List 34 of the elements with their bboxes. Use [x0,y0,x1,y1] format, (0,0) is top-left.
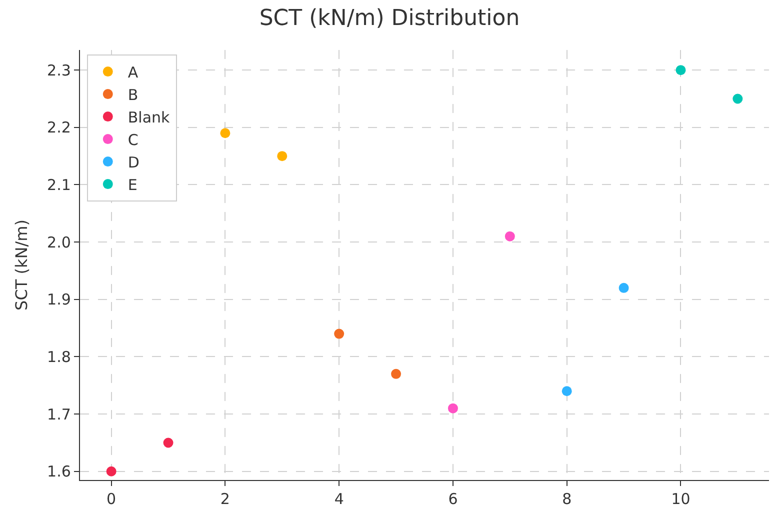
y-tick-label: 2.3 [47,61,71,80]
x-tick-label: 8 [562,490,572,508]
y-tick-label: 1.6 [47,462,71,481]
y-tick-label: 1.8 [47,348,71,366]
point [618,282,629,293]
point [277,151,288,162]
legend-label: Blank [128,108,170,126]
x-tick-label: 6 [448,490,458,508]
point [220,128,230,138]
legend-label: C [128,130,138,149]
legend-label: B [128,86,138,104]
chart-title: SCT (kN/m) Distribution [259,6,520,31]
y-axis-title: SCT (kN/m) [12,220,31,310]
legend-label: D [128,153,140,172]
y-tick-label: 1.7 [47,405,71,424]
point [676,65,686,76]
y-tick-label: 2.1 [47,176,71,194]
y-tick-label: 1.9 [47,290,71,309]
point [391,368,402,379]
point [562,386,572,396]
x-tick-label: 2 [220,490,230,508]
point [448,403,458,414]
x-tick-label: 0 [106,490,116,508]
point [106,466,116,476]
point [163,438,174,448]
y-tick-label: 2.0 [47,233,71,252]
point [504,231,515,242]
x-tick-label: 4 [334,490,344,508]
point [334,328,344,339]
y-tick-label: 2.2 [47,118,71,137]
point [732,94,743,104]
legend-label: E [128,176,138,194]
legend-label: A [128,63,139,82]
x-tick-label: 10 [671,490,690,508]
